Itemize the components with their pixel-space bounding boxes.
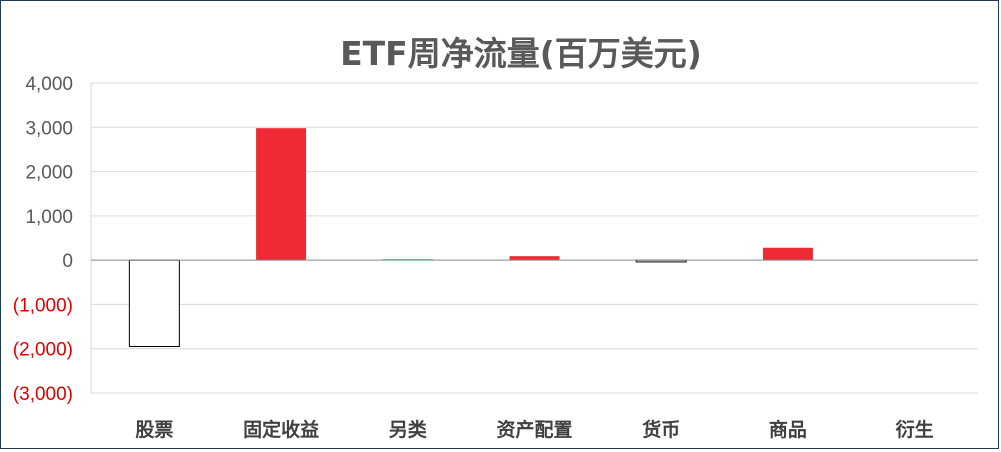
bar [762, 247, 813, 261]
bars [128, 128, 813, 347]
x-tick-label: 另类 [389, 418, 427, 441]
x-tick-label: 衍生 [895, 418, 934, 441]
y-tick-label: (2,000) [13, 340, 73, 361]
x-tick-label: 固定收益 [243, 418, 319, 441]
axes [90, 83, 978, 393]
grid-lines [91, 82, 978, 394]
chart-title: ETF周净流量(百万美元) [340, 34, 702, 73]
y-tick-label: 0 [62, 251, 73, 272]
bar [509, 256, 560, 261]
y-axis-ticks: 4,000 3,000 2,000 1,000 0 (1,000) (2,000) (3,00… [13, 74, 73, 405]
y-tick-label: 1,000 [25, 207, 73, 228]
x-tick-label: 股票 [135, 419, 173, 441]
bar [128, 259, 180, 347]
y-tick-label: (3,000) [13, 384, 73, 405]
y-tick-label: 4,000 [25, 74, 73, 95]
x-axis-ticks: 股票 固定收益 另类 资产配置 货币 商品 衍生 [135, 418, 933, 441]
y-tick-label: 3,000 [25, 118, 73, 139]
y-tick-label: (1,000) [13, 295, 73, 316]
y-tick-label: 2,000 [25, 163, 73, 184]
x-tick-label: 货币 [642, 418, 680, 441]
x-tick-label: 资产配置 [496, 418, 572, 441]
x-tick-label: 商品 [769, 418, 807, 441]
bar [256, 128, 307, 261]
